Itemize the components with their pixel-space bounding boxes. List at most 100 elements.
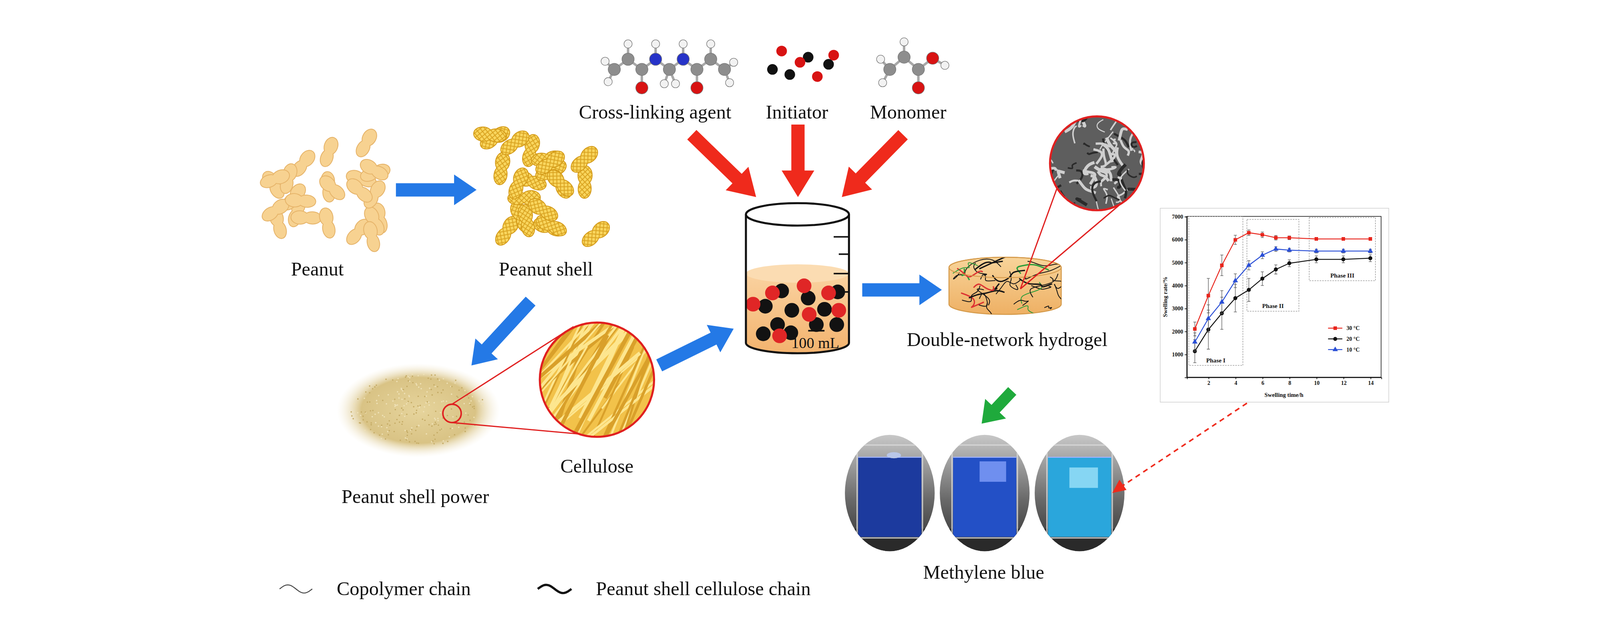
sem-fiber [1112,139,1116,144]
powder-grain [424,395,426,398]
atom [729,58,738,67]
peanut-body [568,153,591,175]
peanut-body [492,225,514,248]
sem-fiber [1100,148,1106,167]
powder-grain [409,376,411,379]
error-cap [1193,332,1197,333]
powder-grain [470,400,473,402]
peanut-body [321,219,337,239]
marker [1260,276,1265,281]
polymer-chain [1017,305,1041,316]
dashed-arrow [1122,403,1247,486]
error-cap [1368,261,1373,262]
powder-grain [433,383,435,386]
atom [940,61,949,70]
powder-grain [416,442,418,445]
sem-fiber [1051,203,1064,225]
peanut-body [353,138,373,159]
atom [883,63,897,76]
polymer-chain [1049,276,1064,283]
powder-grain [463,402,465,405]
polymer-chain [1044,305,1052,309]
node-label: Cellulose [560,455,634,477]
powder-grain [434,417,436,420]
error-cap [1260,231,1265,233]
powder-grain [385,403,388,405]
sem-bg [1045,112,1148,215]
tick-label: 14 [1368,379,1374,386]
sem-fiber [1120,140,1130,156]
powder-grain [403,404,405,407]
marker [1233,237,1238,242]
marker [1247,231,1251,235]
powder-grain [394,422,396,425]
tick-mark [1262,377,1264,380]
polymer-chain [977,288,990,306]
powder-grain [405,375,408,377]
error-bar [1274,235,1278,240]
powder-grain [381,414,384,417]
powder-grain [367,386,370,388]
y-axis: 1000200030004000500060007000 [1171,213,1188,378]
liquid-surface [1047,456,1112,458]
error-cap [1193,321,1197,322]
sem-fiber [1083,143,1090,147]
powder-grain [427,377,430,380]
marker [1313,247,1319,253]
sem-fiber [1133,122,1140,136]
tick: 2 [1207,377,1211,386]
powder-grain [408,394,411,397]
peanut-body [537,203,560,224]
polymer-chain [962,285,981,302]
photo-bg [844,433,936,553]
powder-grain [362,415,364,417]
marker [1341,237,1346,241]
arrow [395,174,477,206]
powder-grain [404,392,406,395]
arrow [781,124,815,197]
legend-marker [1332,346,1338,352]
sem-fiber [1057,196,1066,207]
error-cap [1233,244,1237,245]
error-cap [1247,278,1251,279]
sem-fiber [1097,119,1105,133]
powder-grain [436,385,439,388]
peanut-body [546,219,569,239]
powder-grain [406,403,408,405]
initiator-dot [812,71,823,83]
error-bar [1260,231,1265,238]
powder-grain [423,373,425,376]
powder-grain [417,395,420,398]
powder-grain [404,415,406,418]
tick-mark [1289,377,1291,380]
powder-grain [405,438,408,441]
error-cap [1220,254,1224,256]
powder-grain [464,430,467,433]
powder-grain [418,424,421,427]
tick-label: 2 [1207,379,1211,386]
powder-grain [406,385,409,388]
powder-grain [375,384,378,386]
series-line [1194,249,1371,342]
marker [1206,293,1211,298]
particle [802,307,817,322]
tick-mark [1184,239,1187,241]
tick-label: 1000 [1171,351,1184,358]
powder-grain [406,413,408,416]
tick: 7000 [1171,213,1187,220]
powder-grain [420,387,423,390]
peanut-body [272,219,289,240]
powder-grain [410,428,413,431]
peanut [579,218,613,250]
powder-grain [458,389,461,391]
powder-grain [445,400,448,403]
legend-label: 30 °C [1346,325,1360,332]
particle [784,302,800,318]
powder-grain [404,376,407,378]
legend-label: Peanut shell cellulose chain [595,577,811,599]
atom [876,55,885,64]
powder-grain [365,391,367,393]
powder-grain [464,427,467,429]
legend-label: 20 °C [1346,335,1360,342]
powder-grain [421,418,424,421]
